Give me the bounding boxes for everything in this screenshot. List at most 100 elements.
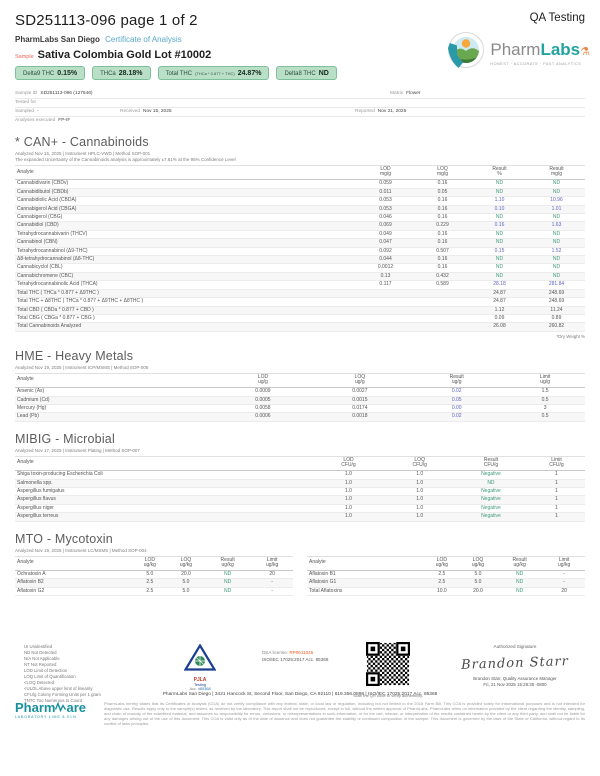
license-block: DEA license: RP0611045 ISO/IEC 17025:201…: [262, 649, 328, 663]
cell-value: 1: [527, 479, 585, 488]
table-row: Δ8-tetrahydrocannabinol (Δ8-THC) 0.044 0.1…: [15, 255, 585, 265]
cell-value: -: [251, 578, 293, 588]
cell-value: 3: [505, 404, 585, 414]
analyte-name: Total THC ( THCa * 0.877 + Δ9THC ): [15, 288, 357, 299]
section-mycotoxin: MTO - Mycotoxin Analyzed Nov 19, 2025 | …: [15, 532, 585, 597]
table-row: Tetrahydrocannabivarin (THCV) 0.049 0.16 ND…: [15, 230, 585, 240]
cell-value: 1.10: [471, 196, 528, 206]
cell-value: -: [543, 578, 585, 588]
header-row: Analyte LOD CFU/g LOQ CFU/g Result CFU/g Limit C…: [15, 455, 585, 472]
cell-value: 1.52: [528, 247, 585, 257]
analyte-name: Aflatoxin G2: [15, 587, 132, 597]
table-row: Aspergillus niger 1.0 1.0 Negative 1: [15, 504, 585, 514]
cell-value: 1: [527, 495, 585, 505]
sample-name: Sativa Colombia Gold Lot #10002: [37, 49, 212, 61]
cannabinoid-badges: Delta9 THC 0.15% THCa 28.18% Total THC (…: [15, 66, 585, 80]
cell-value: 1: [527, 487, 585, 497]
analyte-name: Aspergillus niger: [15, 504, 312, 514]
cell-value: Negative: [453, 487, 528, 497]
cell-value: ND: [496, 578, 544, 588]
column-header: Limit ug/g: [505, 372, 585, 389]
pharmlabs-logo-icon: [444, 30, 486, 77]
dea-license-number: RP0611045: [289, 650, 314, 655]
qr-caption: Scan the QR code to verify authenticity.: [353, 693, 423, 698]
table-row: Tetrahydrocannabinolic Acid (THCA) 0.117 0…: [15, 280, 585, 290]
table-row: Cannabigerol Acid (CBGA) 0.053 0.16 0.10 1.0…: [15, 205, 585, 215]
cell-value: 1.0: [385, 504, 454, 514]
cell-value: ND: [528, 179, 585, 189]
acc-label: Acc. #: [189, 687, 200, 691]
cell-value: [414, 322, 471, 332]
cell-value: ND: [204, 578, 252, 588]
column-header: LOQ ug/kg: [167, 555, 205, 572]
analyte-name: Aspergillus terreus: [15, 512, 312, 522]
cell-value: 0.053: [357, 196, 414, 206]
cell-value: [357, 322, 414, 332]
cell-value: 1.01: [528, 205, 585, 215]
dea-license-label: DEA license:: [262, 650, 289, 655]
cell-value: 0.432: [414, 272, 471, 282]
cannabinoids-table: Analyte LOD mg/g LOQ mg/g Result% Result mg/g Ca…: [15, 164, 585, 332]
cell-value: [414, 288, 471, 299]
pjla-sub: Testing: [193, 683, 207, 687]
cell-value: [357, 306, 414, 315]
pharmware-wordmark: Pharm are: [15, 701, 101, 714]
column-header: LOD mg/g: [357, 164, 414, 181]
cell-value: 24.87: [471, 297, 528, 307]
pjla-accreditation-logo: PJLA Testing Acc. #85368: [172, 643, 228, 691]
cell-value: Negative: [453, 512, 528, 522]
cell-value: 248.69: [528, 297, 585, 307]
pharmware-logo: Pharm are LABORATORY LIMS & ELN: [15, 701, 101, 719]
cell-value: 0.05: [414, 188, 471, 198]
analyte-name: Total Cannabinoids Analyzed: [15, 322, 357, 332]
info-row-sample-id: Sample ID SD251113-096 (127646) Matrix Flo…: [15, 90, 585, 99]
legend-item: NT Not Reported: [24, 662, 57, 667]
cell-value: -: [251, 587, 293, 597]
analyte-name: Total CBD ( CBDa * 0.877 + CBD ): [15, 306, 357, 315]
qa-testing-label: QA Testing: [529, 12, 585, 24]
analyte-name: Aspergillus flavus: [15, 495, 312, 505]
analyte-name: Arsenic (As): [15, 387, 215, 397]
analyte-name: Cannabidibutol (CBDb): [15, 188, 357, 198]
cell-value: 0.117: [357, 280, 414, 290]
section-title: MTO - Mycotoxin: [15, 531, 113, 546]
logo-word-pharm: Pharm: [490, 40, 541, 59]
cell-value: 0.5: [505, 412, 585, 422]
analyte-name: Tetrahydrocannabivarin (THCV): [15, 230, 357, 240]
table-row: Ochratoxin A 5.0 20.0 ND 20: [15, 570, 293, 580]
cell-value: ND: [471, 255, 528, 265]
table-row: Aflatoxin G2 2.5 5.0 ND -: [15, 587, 293, 597]
section-title: MIBIG - Microbial: [15, 431, 115, 446]
dry-weight-footnote: *Dry Weight %: [556, 333, 585, 339]
cell-value: ND: [496, 570, 544, 580]
sampled-value: -: [36, 109, 39, 114]
badge-delta8-thc: Delta8 THC ND: [276, 66, 337, 80]
section-title: * CAN+ - Cannabinoids: [15, 135, 149, 149]
logo-word-labs: Labs: [540, 40, 581, 59]
cell-value: ND: [204, 587, 252, 597]
column-header: Result ug/kg: [204, 555, 252, 572]
authorized-signature-label: Authorized Signature: [493, 644, 537, 649]
cell-value: 5.0: [131, 570, 168, 580]
table-row: Mercury (Hg) 0.0058 0.0174 0.00 3: [15, 404, 585, 414]
column-header: Result ug/g: [408, 372, 506, 389]
info-row-dates: Sampled - Received Nov 15, 2025 Reported No…: [15, 108, 585, 117]
cell-value: 1.0: [385, 479, 454, 488]
cell-value: ND: [471, 272, 528, 282]
cell-value: ND: [528, 238, 585, 248]
cell-value: 1.0: [385, 487, 454, 497]
lab-address: PharmLabs San Diego | 3421 Hancock St, S…: [162, 692, 438, 697]
cell-value: 0.229: [414, 221, 471, 231]
analyte-name: Cannabidiolic Acid (CBDA): [15, 196, 357, 206]
document-id: SD251113-096 page 1 of 2: [15, 12, 198, 29]
table-row: Total THC ( THCa * 0.877 + Δ9THC ) 24.87 2…: [15, 288, 585, 299]
signature-script: Brandon Starr: [460, 654, 570, 673]
cell-value: 20.0: [167, 570, 205, 580]
cell-value: 0.16: [414, 238, 471, 248]
signer-name-title: Brandon Starr, Quality Assurance Manager: [473, 676, 557, 681]
cell-value: ND: [204, 570, 252, 580]
cell-value: 24.87: [471, 288, 528, 299]
pharmlabs-logo-text: PharmLabs⚗ HONEST · ACCURATE · FAST ANAL…: [490, 41, 590, 66]
pharmware-word2: are: [66, 700, 86, 715]
pharmlabs-logo: PharmLabs⚗ HONEST · ACCURATE · FAST ANAL…: [444, 30, 590, 77]
